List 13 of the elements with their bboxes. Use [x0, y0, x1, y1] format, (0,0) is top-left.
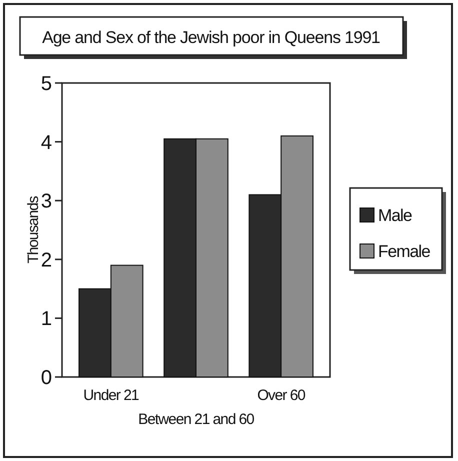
x-tick-label: Over 60	[257, 387, 306, 404]
y-tick-label: 1	[40, 308, 52, 330]
y-tick-label: 0	[40, 367, 52, 389]
x-tick-label: Between 21 and 60	[138, 411, 254, 428]
y-tick-label: 5	[40, 73, 52, 95]
y-tick-label: 2	[40, 249, 52, 272]
legend-label: Female	[378, 242, 430, 261]
y-tick-label: 4	[40, 132, 52, 154]
legend-label: Male	[378, 206, 412, 225]
x-tick-label: Under 21	[83, 387, 140, 404]
chart-title: Age and Sex of the Jewish poor in Queens 1991	[42, 28, 380, 47]
y-axis-title: Thousands	[25, 196, 42, 264]
y-tick-label: 3	[40, 190, 52, 213]
